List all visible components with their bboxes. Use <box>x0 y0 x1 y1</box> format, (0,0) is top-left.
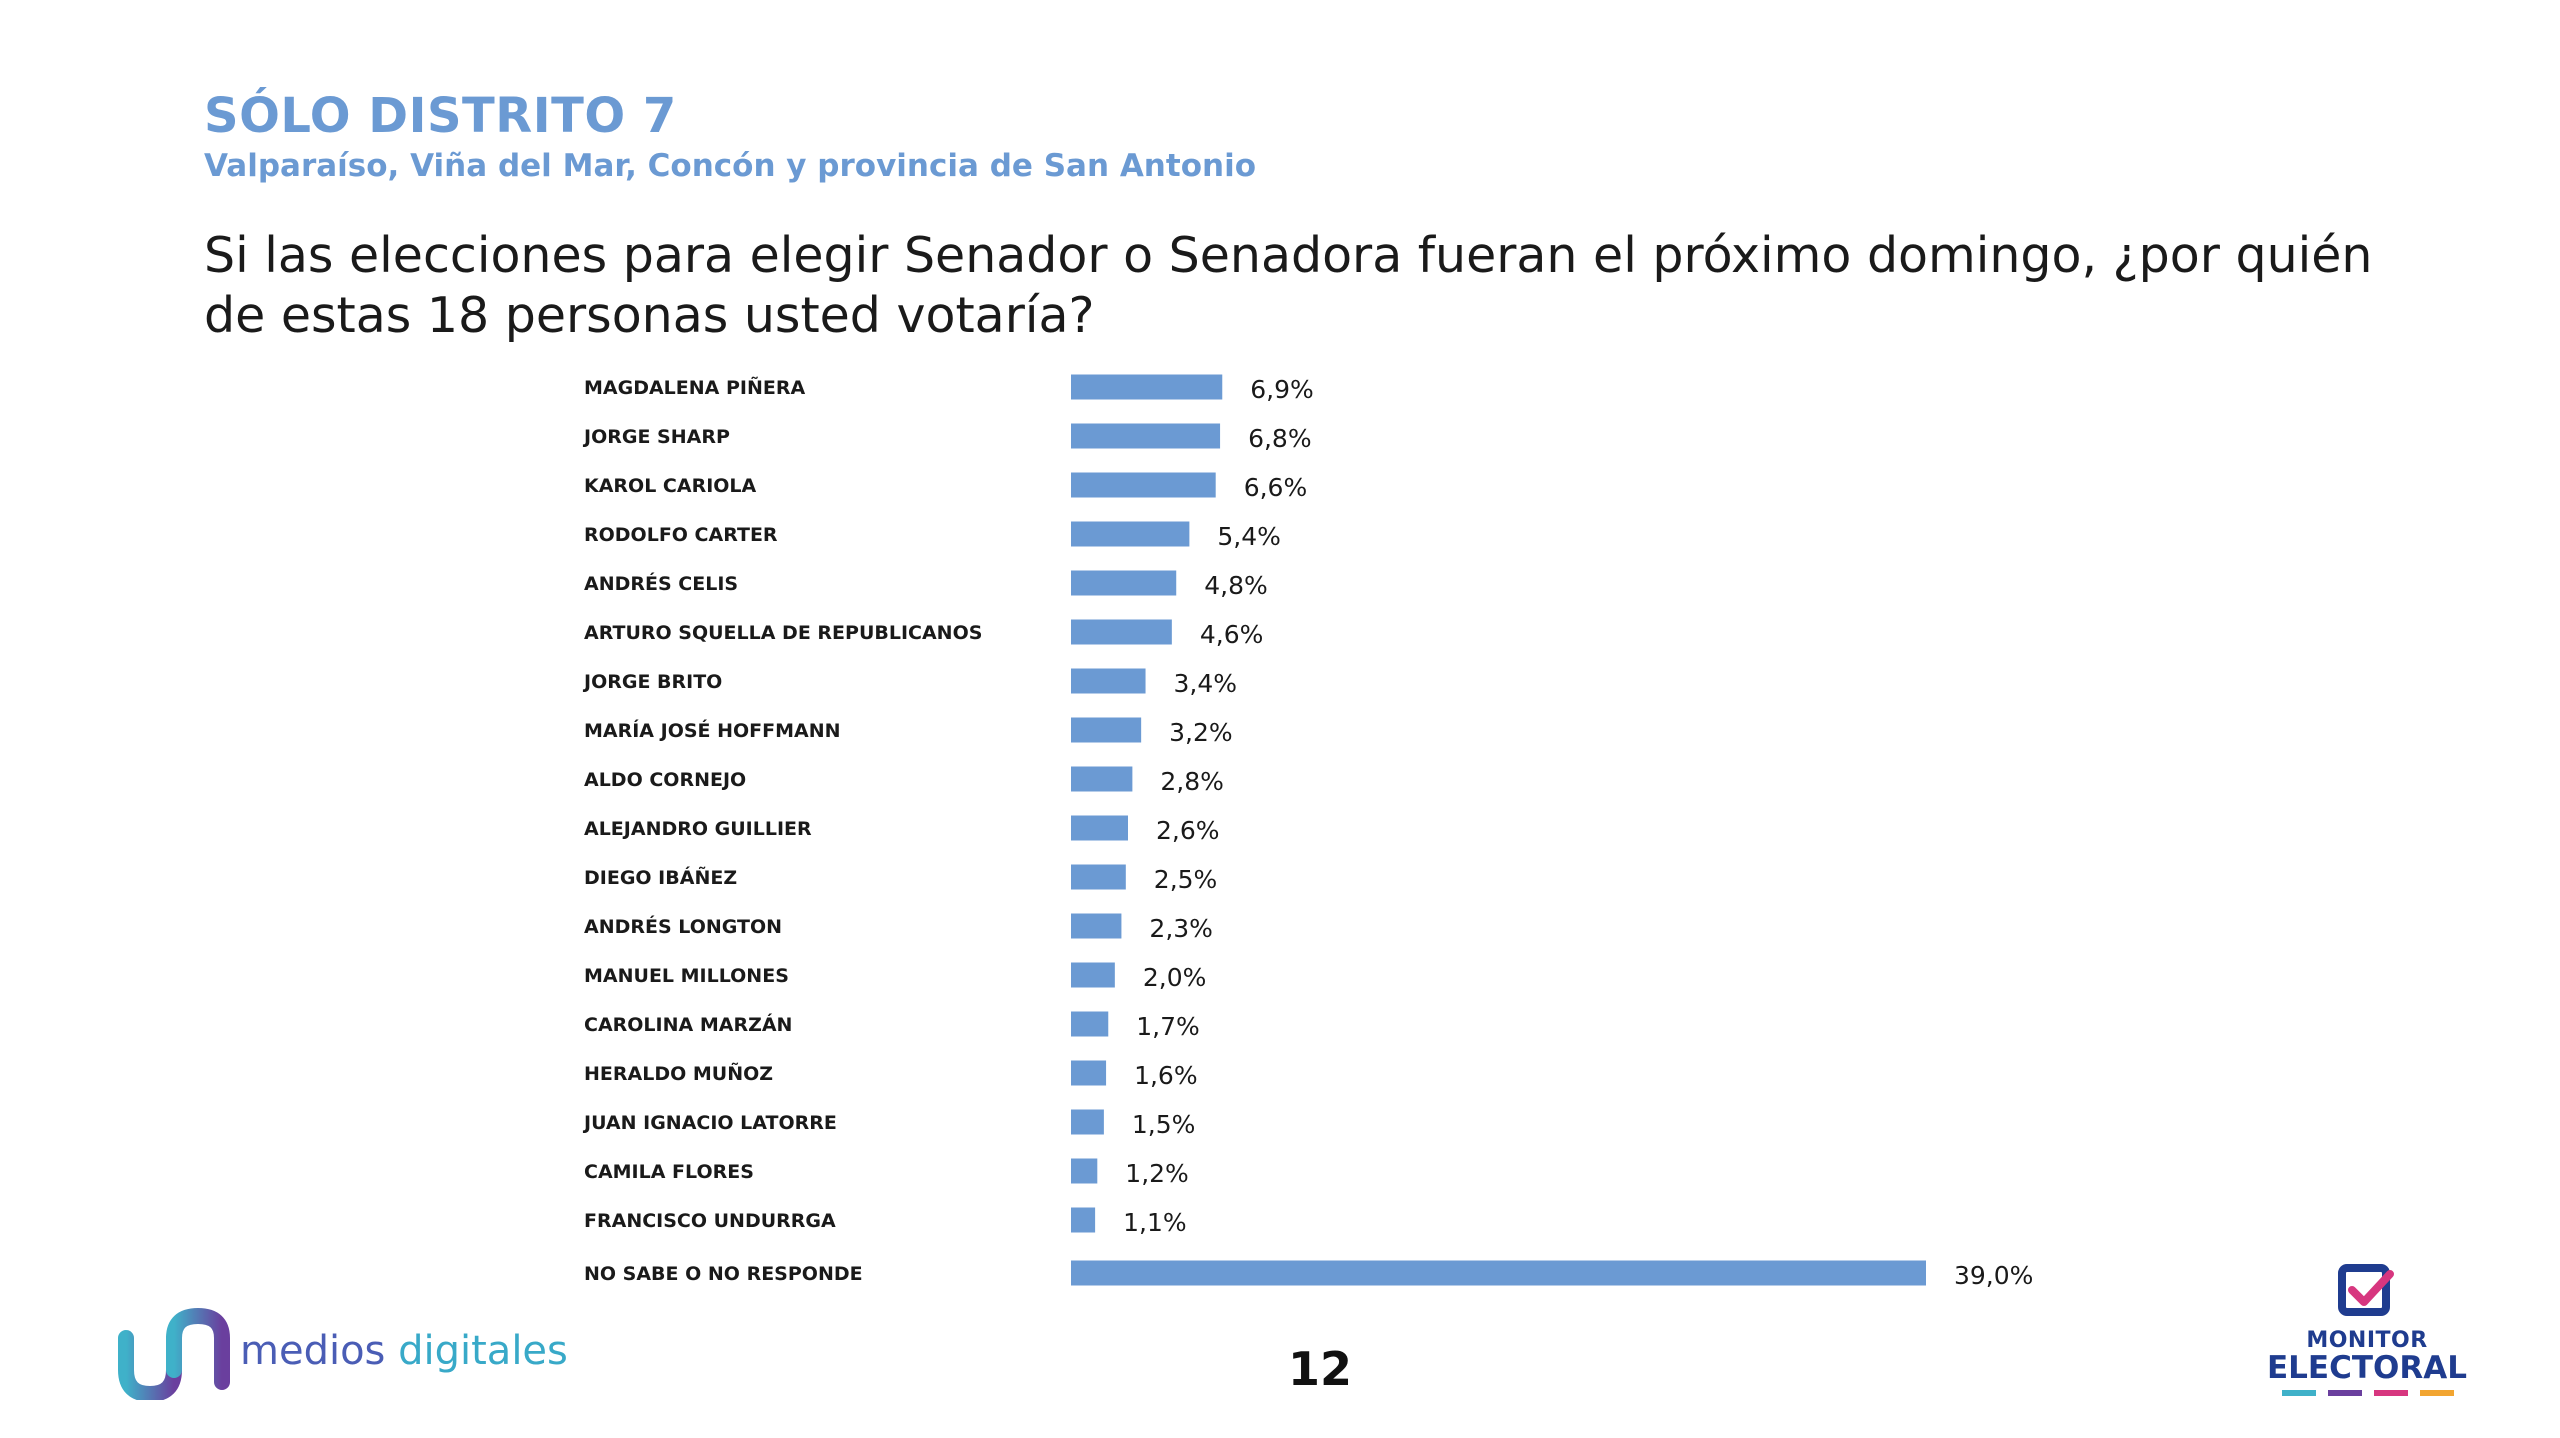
category-label: JORGE SHARP <box>582 426 730 448</box>
category-label: KAROL CARIOLA <box>584 475 757 497</box>
value-label: 1,1% <box>1123 1208 1187 1237</box>
category-label: CAMILA FLORES <box>584 1161 754 1183</box>
page-number: 12 <box>1287 1342 1352 1396</box>
category-label: RODOLFO CARTER <box>584 524 778 546</box>
value-label: 2,5% <box>1154 865 1218 894</box>
monitor-label: MONITOR <box>2306 1328 2428 1353</box>
value-label: 39,0% <box>1954 1261 2033 1290</box>
value-label: 1,2% <box>1125 1159 1189 1188</box>
value-label: 2,3% <box>1149 914 1213 943</box>
page-title: SÓLO DISTRITO 7 <box>204 88 677 144</box>
value-label: 2,6% <box>1156 816 1220 845</box>
bar <box>1071 864 1126 890</box>
bar <box>1071 1011 1109 1037</box>
ballot-check-icon <box>2338 1264 2394 1316</box>
bar <box>1071 962 1115 988</box>
brand-dashes <box>2282 1390 2454 1396</box>
bar <box>1071 815 1128 841</box>
category-label: MAGDALENA PIÑERA <box>584 375 805 399</box>
category-label: MARÍA JOSÉ HOFFMANN <box>584 719 841 742</box>
category-label: ANDRÉS LONGTON <box>584 915 782 938</box>
bar <box>1071 717 1142 743</box>
bar <box>1071 619 1172 645</box>
value-label: 2,8% <box>1160 767 1224 796</box>
category-label: ANDRÉS CELIS <box>584 572 738 595</box>
category-label: HERALDO MUÑOZ <box>584 1061 773 1085</box>
category-label: ALDO CORNEJO <box>584 769 746 791</box>
brand-name: medios digitales <box>240 1328 568 1374</box>
electoral-label: ELECTORAL <box>2267 1350 2467 1386</box>
survey-question: Si las elecciones para elegir Senador o … <box>204 227 2373 344</box>
value-label: 5,4% <box>1217 522 1281 551</box>
value-label: 4,6% <box>1200 620 1264 649</box>
bar <box>1071 1109 1104 1135</box>
value-label: 6,9% <box>1250 375 1314 404</box>
value-label: 3,4% <box>1174 669 1238 698</box>
bar <box>1071 766 1133 792</box>
value-label: 1,7% <box>1136 1012 1200 1041</box>
bar <box>1071 472 1216 498</box>
category-label: JUAN IGNACIO LATORRE <box>582 1112 837 1134</box>
bar <box>1071 668 1146 694</box>
page-subtitle: Valparaíso, Viña del Mar, Concón y provi… <box>204 148 1256 184</box>
bar <box>1071 374 1223 400</box>
category-label: CAROLINA MARZÁN <box>584 1013 792 1036</box>
category-label: ARTURO SQUELLA DE REPUBLICANOS <box>584 622 982 644</box>
value-label: 6,8% <box>1248 424 1312 453</box>
bar <box>1071 1260 1926 1286</box>
value-label: 4,8% <box>1204 571 1268 600</box>
value-label: 1,5% <box>1132 1110 1196 1139</box>
category-label: FRANCISCO UNDURRGA <box>584 1210 836 1232</box>
category-label: ALEJANDRO GUILLIER <box>584 818 812 840</box>
bar <box>1071 913 1122 939</box>
value-label: 6,6% <box>1244 473 1308 502</box>
bar-chart: MAGDALENA PIÑERA 6,9% JORGE SHARP 6,8% KAROL… <box>582 374 2033 1290</box>
category-label: DIEGO IBÁÑEZ <box>584 865 737 889</box>
medios-digitales-logo-icon <box>118 1308 230 1400</box>
bar <box>1071 1158 1098 1184</box>
category-label: JORGE BRITO <box>582 671 722 693</box>
value-label: 2,0% <box>1143 963 1207 992</box>
category-label: NO SABE O NO RESPONDE <box>584 1263 863 1285</box>
bar <box>1071 521 1190 547</box>
bar <box>1071 1207 1096 1233</box>
category-label: MANUEL MILLONES <box>584 965 789 987</box>
bar <box>1071 570 1177 596</box>
value-label: 1,6% <box>1134 1061 1198 1090</box>
bar <box>1071 423 1221 449</box>
bar <box>1071 1060 1107 1086</box>
value-label: 3,2% <box>1169 718 1233 747</box>
